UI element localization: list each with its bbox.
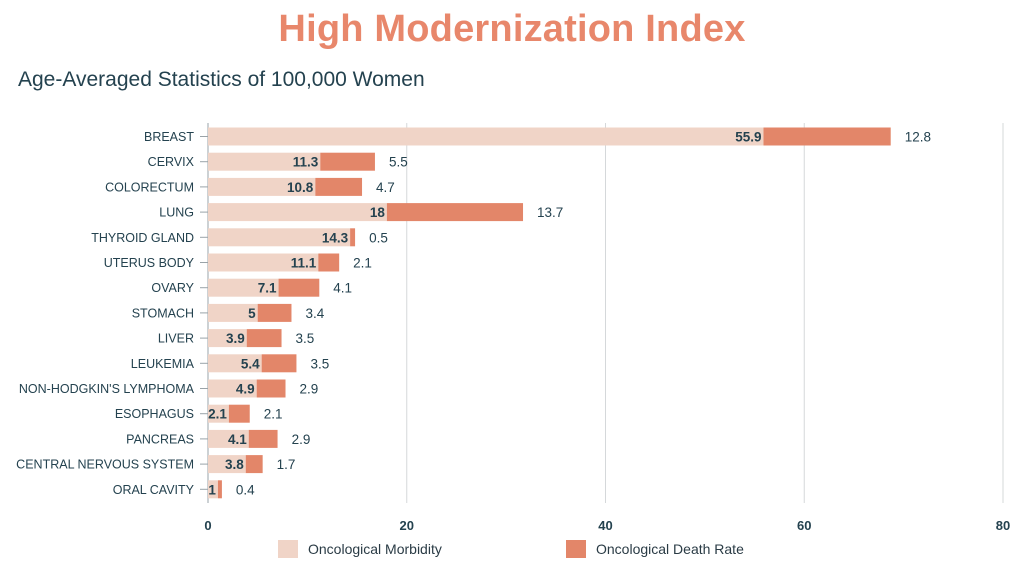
bar-morbidity xyxy=(208,480,218,499)
data-label-death-rate: 13.7 xyxy=(537,205,563,220)
bar-morbidity xyxy=(208,278,279,297)
legend-swatch-death-rate xyxy=(566,540,586,558)
bar-death-rate xyxy=(318,253,340,272)
data-label-death-rate: 3.5 xyxy=(310,356,329,371)
data-label-death-rate: 5.5 xyxy=(389,155,408,170)
bar-death-rate xyxy=(320,152,375,171)
bar-death-rate xyxy=(350,228,356,247)
data-label-death-rate: 2.9 xyxy=(300,382,319,397)
data-label-death-rate: 2.1 xyxy=(353,256,372,271)
data-label-death-rate: 0.5 xyxy=(369,230,388,245)
category-label: OVARY xyxy=(151,281,194,295)
legend-label-death-rate: Oncological Death Rate xyxy=(596,541,744,557)
x-tick-label: 40 xyxy=(598,518,612,533)
bar-morbidity xyxy=(208,455,246,474)
bar-morbidity xyxy=(208,429,249,448)
category-label: COLORECTUM xyxy=(105,180,194,194)
category-label: STOMACH xyxy=(132,306,194,320)
bar-morbidity xyxy=(208,329,247,348)
bar-morbidity xyxy=(208,253,319,272)
data-label-death-rate: 2.9 xyxy=(292,432,311,447)
data-label-morbidity: 5.4 xyxy=(241,356,260,371)
bar-morbidity xyxy=(208,303,258,322)
data-label-morbidity: 11.3 xyxy=(293,155,319,170)
x-tick-label: 0 xyxy=(204,518,211,533)
x-tick-label: 20 xyxy=(400,518,414,533)
data-label-death-rate: 12.8 xyxy=(905,130,931,145)
bar-death-rate xyxy=(256,379,286,398)
bar-morbidity xyxy=(208,127,764,146)
category-label: NON-HODGKIN'S LYMPHOMA xyxy=(19,382,195,396)
data-label-morbidity: 1 xyxy=(208,482,216,497)
legend-item-morbidity: Oncological Morbidity xyxy=(278,540,442,558)
data-label-morbidity: 18 xyxy=(370,205,386,220)
data-label-death-rate: 4.1 xyxy=(333,281,352,296)
category-label: LUNG xyxy=(159,206,194,220)
data-label-death-rate: 1.7 xyxy=(277,457,296,472)
legend-item-death-rate: Oncological Death Rate xyxy=(566,540,744,558)
bar-death-rate xyxy=(315,177,363,196)
data-label-morbidity: 2.1 xyxy=(208,407,227,422)
category-label: CENTRAL NERVOUS SYSTEM xyxy=(16,458,194,472)
bar-morbidity xyxy=(208,354,262,373)
category-label: UTERUS BODY xyxy=(104,256,195,270)
data-label-morbidity: 10.8 xyxy=(287,180,314,195)
data-label-morbidity: 55.9 xyxy=(735,130,761,145)
data-label-morbidity: 7.1 xyxy=(258,281,277,296)
bar-morbidity xyxy=(208,177,316,196)
bar-death-rate xyxy=(763,127,891,146)
category-label: ESOPHAGUS xyxy=(115,407,194,421)
bar-morbidity xyxy=(208,379,257,398)
bar-death-rate xyxy=(246,329,282,348)
legend-label-morbidity: Oncological Morbidity xyxy=(308,541,442,557)
x-tick-label: 80 xyxy=(996,518,1010,533)
chart-subtitle: Age-Averaged Statistics of 100,000 Women xyxy=(18,68,425,91)
data-label-death-rate: 4.7 xyxy=(376,180,395,195)
bar-morbidity xyxy=(208,203,387,222)
bar-death-rate xyxy=(248,429,278,448)
bar-morbidity xyxy=(208,404,229,423)
data-label-death-rate: 2.1 xyxy=(264,407,283,422)
category-label: BREAST xyxy=(144,130,194,144)
data-label-death-rate: 3.4 xyxy=(305,306,324,321)
data-label-morbidity: 3.8 xyxy=(225,457,244,472)
data-label-morbidity: 3.9 xyxy=(226,331,245,346)
data-label-morbidity: 5 xyxy=(248,306,256,321)
category-label: LIVER xyxy=(158,332,194,346)
data-label-morbidity: 4.9 xyxy=(236,382,255,397)
bar-morbidity xyxy=(208,228,351,247)
data-label-death-rate: 0.4 xyxy=(236,482,255,497)
bar-death-rate xyxy=(386,203,524,222)
data-label-morbidity: 11.1 xyxy=(291,256,317,271)
bar-death-rate xyxy=(257,303,292,322)
category-label: ORAL CAVITY xyxy=(113,483,195,497)
data-label-morbidity: 14.3 xyxy=(322,230,349,245)
category-label: LEUKEMIA xyxy=(131,357,195,371)
legend-swatch-morbidity xyxy=(278,540,298,558)
bar-death-rate xyxy=(245,455,263,474)
bar-morbidity xyxy=(208,152,321,171)
data-label-morbidity: 4.1 xyxy=(228,432,247,447)
category-label: THYROID GLAND xyxy=(91,231,194,245)
category-label: PANCREAS xyxy=(126,432,194,446)
category-label: CERVIX xyxy=(148,155,195,169)
bar-death-rate xyxy=(228,404,250,423)
x-tick-label: 60 xyxy=(797,518,811,533)
data-label-death-rate: 3.5 xyxy=(296,331,315,346)
bar-death-rate xyxy=(278,278,320,297)
chart-title: High Modernization Index xyxy=(278,8,746,50)
bar-death-rate xyxy=(261,354,297,373)
bar-death-rate xyxy=(217,480,222,499)
